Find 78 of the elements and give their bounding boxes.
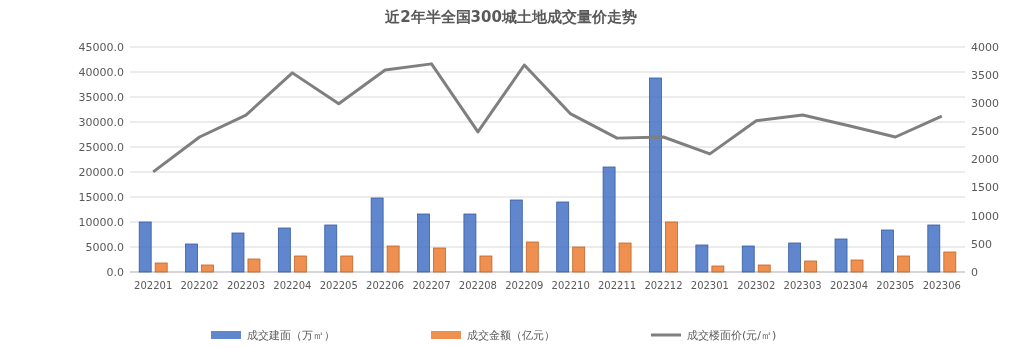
y-tick-label: 5000.0 <box>85 240 124 254</box>
x-tick-label: 202306 <box>922 280 961 291</box>
y2-tick-label: 3000 <box>971 97 999 111</box>
bar <box>277 227 291 273</box>
bar <box>943 251 957 273</box>
bar <box>417 213 430 273</box>
bar <box>525 241 539 273</box>
y2-tick-label: 1500 <box>971 181 999 195</box>
bar <box>324 224 338 273</box>
x-tick-label: 202205 <box>319 280 358 291</box>
y-tick-label: 40000.0 <box>78 65 124 79</box>
x-tick-label: 202212 <box>644 280 683 291</box>
y-tick-label: 30000.0 <box>78 115 124 129</box>
bar <box>247 258 261 273</box>
x-tick-label: 202204 <box>273 280 312 291</box>
bar <box>463 213 477 273</box>
y2-tick-label: 500 <box>971 237 992 251</box>
bar <box>927 224 941 273</box>
x-tick-label: 202202 <box>180 280 219 291</box>
bar <box>649 77 662 273</box>
bar <box>231 232 245 273</box>
x-tick-label: 202301 <box>690 280 729 291</box>
bar <box>695 244 709 273</box>
bar <box>556 201 570 273</box>
bar <box>386 245 400 273</box>
y-tick-label: 10000.0 <box>78 215 124 229</box>
bar <box>602 166 616 273</box>
bar <box>788 242 802 273</box>
x-tick-label: 202211 <box>597 280 637 291</box>
bar <box>834 238 848 273</box>
bar <box>757 264 771 273</box>
x-tick-label: 202207 <box>412 280 451 291</box>
legend-label: 成交金额（亿元） <box>467 328 555 342</box>
legend-label: 成交建面（万㎡） <box>247 328 335 342</box>
bar <box>138 221 152 273</box>
y2-tick-label: 2000 <box>971 153 999 167</box>
bar <box>665 221 678 273</box>
bar <box>479 255 493 273</box>
bar <box>850 259 864 273</box>
bar <box>293 255 307 273</box>
x-tick-label: 202201 <box>134 280 173 291</box>
bar <box>433 247 446 273</box>
bar <box>572 246 586 273</box>
y2-tick-label: 2500 <box>971 125 999 139</box>
y-tick-label: 0.0 <box>106 265 124 279</box>
x-tick-label: 202208 <box>458 280 498 291</box>
bar <box>741 245 755 273</box>
x-tick-label: 202302 <box>737 280 776 291</box>
y-tick-label: 25000.0 <box>78 140 124 154</box>
bar <box>340 255 354 273</box>
x-tick-label: 202203 <box>226 280 266 291</box>
x-tick-label: 202210 <box>551 280 590 291</box>
y2-tick-label: 0 <box>971 265 978 279</box>
y-tick-label: 45000.0 <box>78 40 124 54</box>
bar <box>804 260 818 273</box>
bar <box>897 255 910 273</box>
bar <box>185 243 198 273</box>
y-tick-label: 20000.0 <box>78 165 124 179</box>
x-tick-label: 202209 <box>505 280 544 291</box>
chart-title: 近2年半全国300城土地成交量价走势 <box>384 8 637 26</box>
bar <box>881 229 894 273</box>
bar <box>154 262 168 273</box>
legend-label: 成交楼面价(元/㎡) <box>687 328 777 342</box>
y2-tick-label: 3500 <box>971 68 999 82</box>
y-tick-label: 15000.0 <box>78 190 124 204</box>
bar <box>618 242 632 273</box>
y-tick-label: 35000.0 <box>78 90 124 104</box>
y2-tick-label: 1000 <box>971 209 999 223</box>
x-tick-label: 202305 <box>876 280 915 291</box>
line-series <box>151 62 944 174</box>
x-tick-label: 202206 <box>366 280 405 291</box>
x-tick-label: 202303 <box>783 280 822 291</box>
y2-tick-label: 4000 <box>971 40 999 54</box>
x-tick-label: 202304 <box>829 280 869 291</box>
bar <box>370 197 384 273</box>
bar <box>509 199 523 273</box>
bar <box>711 265 725 273</box>
bar <box>201 264 214 273</box>
